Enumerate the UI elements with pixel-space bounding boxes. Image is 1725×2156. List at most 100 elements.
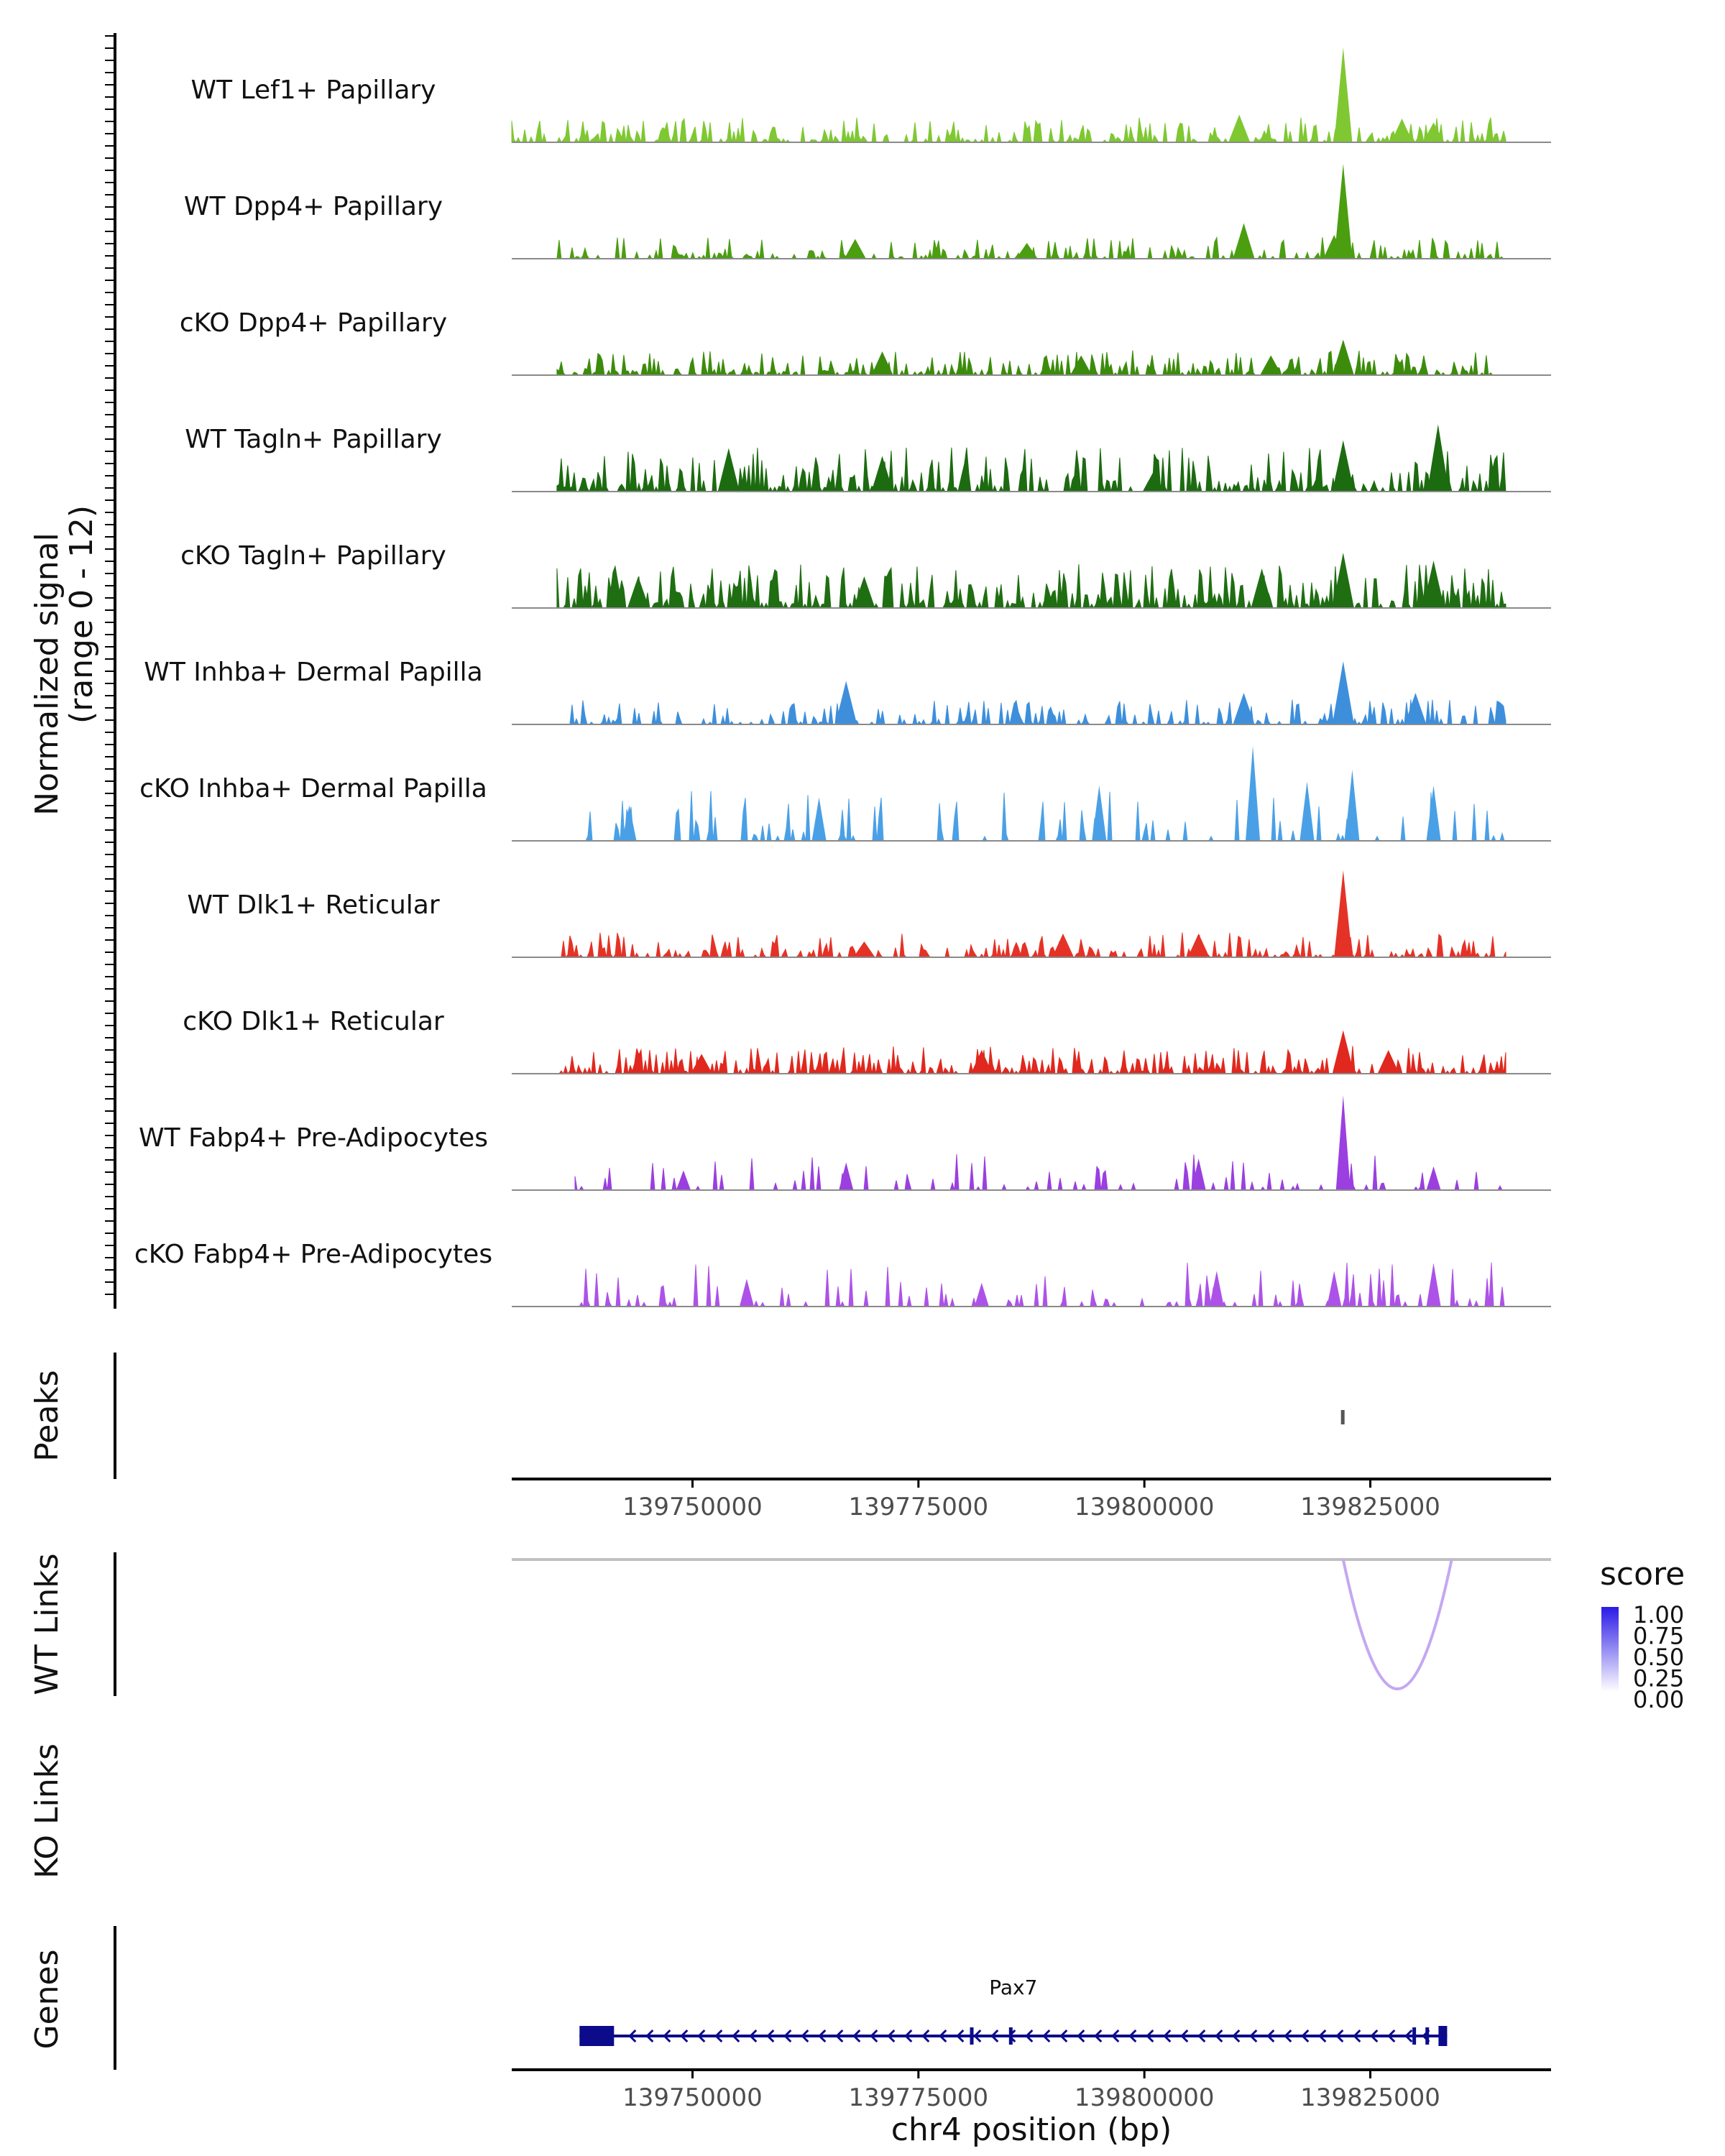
coverage-peak xyxy=(622,805,637,841)
strand-arrow xyxy=(714,2029,723,2043)
strand-arrow xyxy=(1232,2029,1241,2043)
strand-arrow xyxy=(1422,2029,1430,2043)
strand-arrow xyxy=(749,2029,758,2043)
coverage-panel: Normalized signal(range 0 - 12) WT Lef1+ … xyxy=(29,33,1551,1309)
gene-name: Pax7 xyxy=(989,1976,1037,1999)
coverage-peak xyxy=(1016,243,1038,259)
coverage-track: cKO Fabp4+ Pre-Adipocytes xyxy=(134,1240,1551,1308)
coverage-track: WT Lef1+ Papillary xyxy=(191,47,1551,144)
links-panel: WT Links KO Links xyxy=(29,1552,1551,1879)
coverage-track: WT Dlk1+ Reticular xyxy=(187,870,1551,959)
coverage-signal xyxy=(511,117,1506,144)
strand-arrow xyxy=(887,2029,896,2043)
coverage-peak xyxy=(1191,1158,1206,1190)
strand-arrow xyxy=(852,2029,861,2043)
coverage-peak xyxy=(1187,934,1210,957)
coverage-peak xyxy=(1332,1030,1354,1074)
track-label: cKO Dpp4+ Papillary xyxy=(180,308,447,338)
coverage-peak xyxy=(1323,235,1346,259)
coverage-peak xyxy=(1334,164,1353,259)
coverage-peak xyxy=(691,1054,713,1074)
coverage-signal xyxy=(575,791,1506,842)
coverage-peak xyxy=(1427,424,1449,492)
coverage-peak xyxy=(853,576,875,608)
coverage-track: cKO Dpp4+ Papillary xyxy=(180,308,1551,377)
coverage-peak xyxy=(1426,786,1441,841)
x-tick-label: 139825000 xyxy=(1300,1493,1440,1521)
coverage-signal xyxy=(556,350,1506,377)
ko-links-label: KO Links xyxy=(29,1743,65,1879)
peaks-label: Peaks xyxy=(29,1370,65,1461)
legend-tick-label: 0.25 xyxy=(1633,1665,1684,1692)
strand-arrow xyxy=(1370,2029,1379,2043)
legend-title: score xyxy=(1600,1556,1685,1593)
coverage-peak xyxy=(1377,1050,1399,1074)
strand-arrow xyxy=(818,2029,827,2043)
coverage-peak xyxy=(853,941,875,957)
genes-label: Genes xyxy=(29,1949,65,2049)
coverage-signal xyxy=(574,1154,1506,1192)
peaks-panel: Peaks xyxy=(29,1353,1345,1479)
strand-arrow xyxy=(1077,2029,1085,2043)
track-label: WT Inhba+ Dermal Papilla xyxy=(144,658,482,687)
x-axis-top: 139750000 139775000 139800000 139825000 xyxy=(512,1478,1551,1521)
track-label: WT Fabp4+ Pre-Adipocytes xyxy=(139,1123,488,1153)
coverage-signal xyxy=(556,699,1506,726)
coverage-track: cKO Inhba+ Dermal Papilla xyxy=(139,746,1551,842)
coverage-peak xyxy=(1327,1271,1342,1307)
strand-arrow xyxy=(1335,2029,1344,2043)
strand-arrow xyxy=(1111,2029,1120,2043)
peak-region xyxy=(1340,1410,1345,1424)
coverage-peak xyxy=(1260,355,1282,375)
coverage-peak xyxy=(1233,223,1255,259)
coverage-signal xyxy=(575,1262,1506,1308)
coverage-peak xyxy=(1426,1263,1441,1307)
strand-arrow xyxy=(1387,2029,1396,2043)
strand-arrow xyxy=(904,2029,913,2043)
coverage-peak xyxy=(1391,119,1413,142)
strand-arrow xyxy=(1008,2029,1016,2043)
strand-arrow xyxy=(697,2029,706,2043)
strand-arrow xyxy=(921,2029,930,2043)
track-label: WT Lef1+ Papillary xyxy=(191,75,436,105)
coverage-track: WT Tagln+ Papillary xyxy=(185,424,1551,493)
strand-arrow xyxy=(1197,2029,1206,2043)
strand-arrow xyxy=(645,2029,654,2043)
strand-arrow xyxy=(1128,2029,1137,2043)
legend-colorbar xyxy=(1601,1607,1619,1692)
y-axis-range-label: (range 0 - 12) xyxy=(63,505,100,724)
coverage-peak xyxy=(1334,47,1353,142)
coverage-peak xyxy=(1332,661,1354,724)
track-label: WT Dpp4+ Papillary xyxy=(184,192,443,221)
coverage-peak xyxy=(1426,1166,1441,1190)
x-tick-label: 139800000 xyxy=(1075,1493,1215,1521)
coverage-peak xyxy=(1332,440,1354,492)
coverage-peak xyxy=(1300,781,1315,841)
coverage-track: WT Dpp4+ Papillary xyxy=(184,164,1551,260)
coverage-peak xyxy=(871,456,893,492)
coverage-peak xyxy=(1070,355,1092,375)
coverage-peak xyxy=(871,351,893,375)
coverage-peak xyxy=(717,448,740,492)
track-label: cKO Dlk1+ Reticular xyxy=(183,1007,444,1036)
strand-arrow xyxy=(1059,2029,1068,2043)
coverage-track: cKO Tagln+ Papillary xyxy=(180,541,1551,609)
track-label: cKO Inhba+ Dermal Papilla xyxy=(139,774,487,803)
strand-arrow xyxy=(990,2029,999,2043)
coverage-track: WT Fabp4+ Pre-Adipocytes xyxy=(139,1095,1551,1192)
coverage-peak xyxy=(1228,114,1251,142)
track-label: cKO Fabp4+ Pre-Adipocytes xyxy=(134,1240,492,1269)
strand-arrow xyxy=(1163,2029,1172,2043)
track-label: cKO Tagln+ Papillary xyxy=(180,541,446,571)
strand-arrow xyxy=(1318,2029,1327,2043)
strand-arrow xyxy=(1215,2029,1223,2043)
genes-panel: Genes Pax7 xyxy=(29,1926,1448,2070)
strand-arrow xyxy=(1301,2029,1310,2043)
x-tick-label: 139800000 xyxy=(1075,2083,1215,2112)
gene-exon xyxy=(1412,2027,1417,2045)
coverage-peak xyxy=(970,1050,993,1074)
link-arc xyxy=(1341,1559,1453,1690)
coverage-peak xyxy=(1209,1271,1224,1307)
legend-tick-label: 0.50 xyxy=(1633,1644,1684,1671)
coverage-peak xyxy=(1334,870,1353,957)
